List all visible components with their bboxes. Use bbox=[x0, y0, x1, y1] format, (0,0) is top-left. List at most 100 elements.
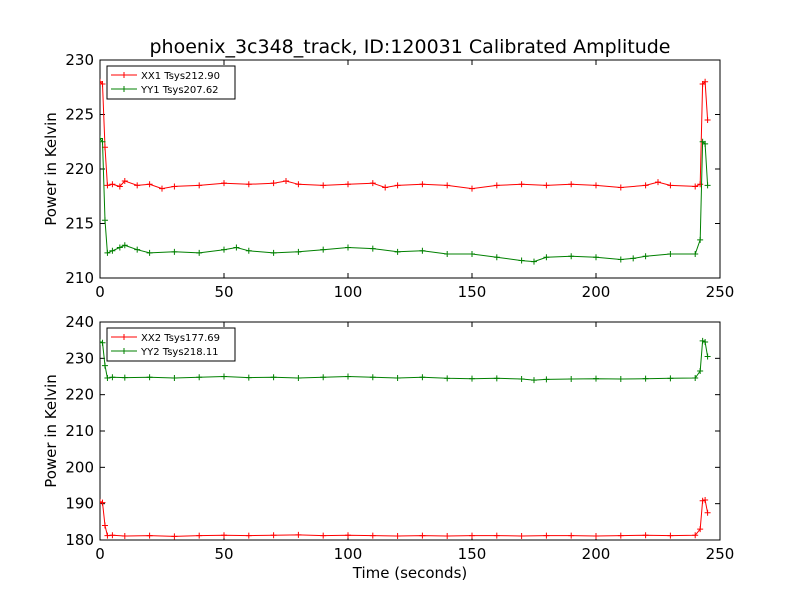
chart-title: phoenix_3c348_track, ID:120031 Calibrate… bbox=[149, 36, 670, 58]
data-point bbox=[667, 251, 674, 258]
data-point bbox=[104, 182, 111, 189]
data-point bbox=[568, 253, 575, 260]
data-point bbox=[518, 257, 525, 264]
data-point bbox=[345, 181, 351, 188]
data-point bbox=[159, 185, 165, 192]
data-point bbox=[109, 532, 116, 539]
data-point bbox=[116, 244, 123, 251]
data-point bbox=[704, 182, 711, 189]
data-point bbox=[667, 375, 674, 382]
data-point bbox=[345, 244, 351, 251]
data-point bbox=[518, 376, 525, 383]
data-point bbox=[568, 181, 575, 188]
data-point bbox=[630, 255, 637, 262]
y-tick-label: 210 bbox=[65, 269, 94, 287]
data-point bbox=[593, 375, 599, 382]
data-point bbox=[109, 181, 116, 188]
data-point bbox=[171, 374, 178, 381]
y-tick-label: 220 bbox=[65, 386, 94, 404]
data-point bbox=[444, 533, 451, 540]
data-point bbox=[100, 138, 106, 145]
x-tick-label: 0 bbox=[95, 283, 105, 301]
legend-label: XX1 Tsys212.90 bbox=[141, 71, 220, 82]
data-point bbox=[100, 499, 106, 506]
data-point bbox=[469, 251, 475, 258]
data-point bbox=[593, 182, 599, 189]
data-point bbox=[369, 245, 376, 252]
data-point bbox=[704, 509, 711, 516]
data-point bbox=[104, 249, 111, 256]
data-point bbox=[469, 185, 475, 192]
y-tick-label: 200 bbox=[65, 458, 94, 476]
y-tick-label: 220 bbox=[65, 160, 94, 178]
data-point bbox=[100, 339, 106, 346]
data-point bbox=[245, 181, 252, 188]
data-point bbox=[134, 182, 141, 189]
data-point bbox=[283, 177, 289, 184]
data-point bbox=[493, 532, 500, 539]
x-tick-label: 50 bbox=[214, 545, 233, 563]
data-point bbox=[369, 532, 376, 539]
plot-top: 0 50 100 150 200 250 210 215 220 225 230 Power in K… bbox=[42, 51, 734, 301]
data-point bbox=[667, 182, 674, 189]
data-point bbox=[171, 248, 178, 255]
data-point bbox=[543, 254, 550, 261]
data-point bbox=[469, 532, 475, 539]
x-tick-label: 150 bbox=[458, 283, 487, 301]
data-point bbox=[568, 532, 575, 539]
y-axis-label: Power in Kelvin bbox=[42, 112, 60, 226]
data-point bbox=[295, 181, 302, 188]
data-point bbox=[121, 374, 128, 381]
data-point bbox=[697, 181, 704, 188]
legend-marker bbox=[121, 72, 127, 78]
data-point bbox=[101, 362, 108, 369]
data-point bbox=[444, 375, 451, 382]
data-point bbox=[702, 78, 709, 85]
y-tick-label: 215 bbox=[65, 215, 94, 233]
data-point bbox=[345, 373, 351, 380]
data-point bbox=[171, 533, 178, 540]
data-point bbox=[121, 177, 128, 184]
x-tick-label: 150 bbox=[458, 545, 487, 563]
data-point bbox=[419, 374, 426, 381]
y-tick-label: 180 bbox=[65, 531, 94, 549]
data-point bbox=[245, 247, 252, 254]
data-point bbox=[642, 253, 649, 260]
data-point bbox=[295, 531, 302, 538]
data-point bbox=[109, 374, 116, 381]
data-point bbox=[245, 532, 252, 539]
data-point bbox=[617, 376, 624, 383]
data-point bbox=[419, 532, 426, 539]
data-point bbox=[704, 116, 711, 123]
data-point bbox=[101, 522, 108, 529]
series-line-1 bbox=[100, 340, 709, 381]
data-point bbox=[320, 374, 327, 381]
plot-bottom: 0 50 100 150 200 250 180 190 200 210 220 230 240 Powe… bbox=[42, 313, 734, 563]
data-point bbox=[171, 183, 178, 190]
data-point bbox=[617, 184, 624, 191]
data-point bbox=[642, 375, 649, 382]
data-point bbox=[692, 532, 699, 539]
data-point bbox=[469, 375, 475, 382]
y-tick-label: 240 bbox=[65, 313, 94, 331]
legend-label: YY2 Tsys218.11 bbox=[140, 347, 219, 358]
data-point bbox=[221, 246, 227, 253]
data-point bbox=[702, 497, 709, 504]
data-point bbox=[394, 533, 401, 540]
data-point bbox=[593, 254, 599, 261]
x-tick-label: 200 bbox=[582, 545, 611, 563]
data-point bbox=[543, 532, 550, 539]
data-point bbox=[270, 532, 277, 539]
data-point bbox=[121, 533, 128, 540]
data-point bbox=[697, 236, 704, 243]
data-point bbox=[104, 374, 111, 381]
data-point bbox=[568, 376, 575, 383]
data-point bbox=[543, 182, 550, 189]
data-point bbox=[543, 376, 550, 383]
x-tick-label: 0 bbox=[95, 545, 105, 563]
data-point bbox=[593, 533, 599, 540]
x-tick-label: 50 bbox=[214, 283, 233, 301]
data-point bbox=[697, 526, 704, 533]
x-axis-label: Time (seconds) bbox=[352, 564, 468, 582]
